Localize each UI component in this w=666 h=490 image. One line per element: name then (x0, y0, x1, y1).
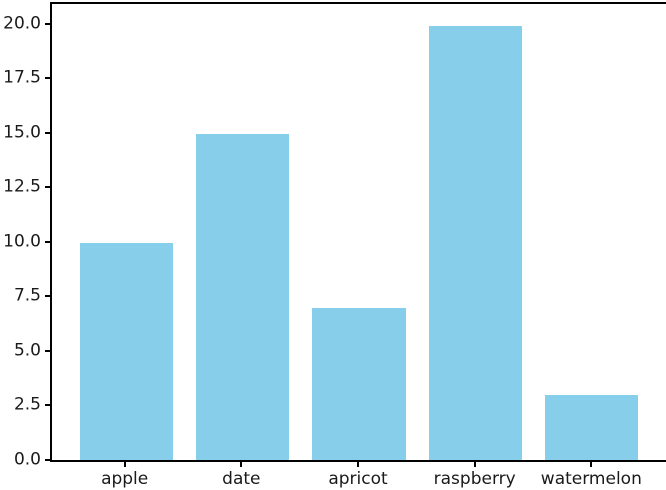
y-axis: 0.0 2.5 5.0 7.5 10.0 12.5 15.0 17.5 20.0 (0, 2, 50, 468)
bar-apricot (312, 308, 406, 460)
y-tick-label: 15.0 (3, 122, 41, 143)
y-tick-label: 0.0 (13, 449, 41, 470)
x-tick-mark (357, 462, 359, 467)
x-tick-label-date: date (222, 469, 261, 489)
y-tick-mark (45, 295, 50, 298)
x-tick-label-raspberry: raspberry (433, 469, 516, 489)
bar-watermelon (545, 394, 639, 460)
y-tick-label: 20.0 (3, 13, 41, 34)
y-tick-mark (45, 349, 50, 352)
x-tick-label-watermelon: watermelon (540, 469, 642, 489)
bar-raspberry (428, 25, 522, 460)
y-tick-label: 2.5 (13, 394, 41, 415)
y-tick-label: 17.5 (3, 67, 41, 88)
bar-date (196, 134, 290, 460)
x-tick-mark (590, 462, 593, 467)
x-tick-label-apple: apple (101, 469, 149, 489)
x-tick-mark (240, 462, 243, 467)
y-tick-mark (45, 22, 50, 25)
y-tick-mark (45, 186, 50, 189)
y-tick-mark (45, 240, 50, 243)
y-tick-mark (45, 131, 50, 134)
y-tick-mark (45, 459, 50, 461)
x-tick-label-apricot: apricot (328, 469, 388, 489)
plot-area (50, 2, 666, 462)
x-tick-mark (123, 462, 126, 467)
y-tick-label: 10.0 (3, 231, 41, 252)
bar-apple (79, 242, 173, 460)
y-tick-label: 5.0 (13, 340, 41, 361)
y-tick-label: 7.5 (13, 285, 41, 306)
y-tick-mark (45, 404, 50, 407)
y-tick-mark (45, 77, 50, 80)
y-tick-label: 12.5 (3, 176, 41, 197)
x-axis: apple date apricot raspberry watermelon (50, 462, 666, 490)
x-tick-mark (473, 462, 476, 467)
